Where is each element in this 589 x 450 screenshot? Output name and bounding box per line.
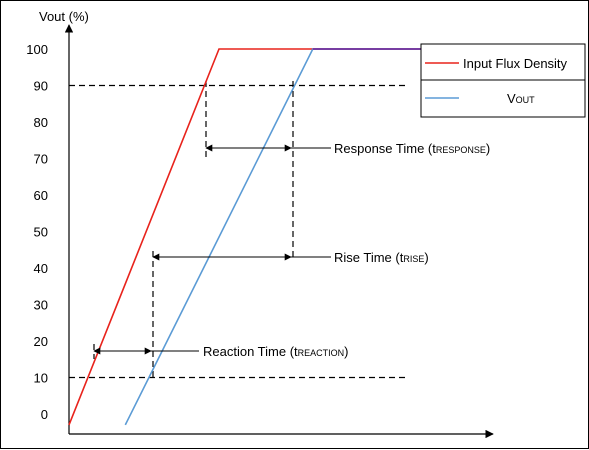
y-tick-label: 0 [41,407,48,422]
y-tick-label: 80 [34,115,48,130]
y-tick-label: 10 [34,371,48,386]
y-tick-label: 90 [34,79,48,94]
y-tick-label: 60 [34,188,48,203]
y-tick-labels: 0 10 20 30 40 50 60 70 80 90 100 [26,42,48,422]
series-lines [68,48,444,426]
y-tick-label: 30 [34,298,48,313]
legend-label-input-flux-density: Input Flux Density [463,56,568,71]
series-input-flux-density [68,48,444,426]
legend-label-vout: VOUT [507,91,535,106]
reference-lines [69,84,405,379]
series-vout [124,48,444,426]
y-tick-label: 40 [34,261,48,276]
legend: Input Flux Density VOUT [420,43,586,118]
reaction-time-label: Reaction Time (tREACTION) [203,344,349,359]
y-tick-label: 50 [34,225,48,240]
rise-time-label: Rise Time (tRISE) [334,250,429,265]
y-tick-label: 100 [26,42,48,57]
y-tick-label: 20 [34,334,48,349]
timing-markers [93,81,294,379]
y-axis-label: Vout (%) [39,9,89,24]
response-time-label: Response Time (tRESPONSE) [334,141,490,156]
y-tick-label: 70 [34,152,48,167]
